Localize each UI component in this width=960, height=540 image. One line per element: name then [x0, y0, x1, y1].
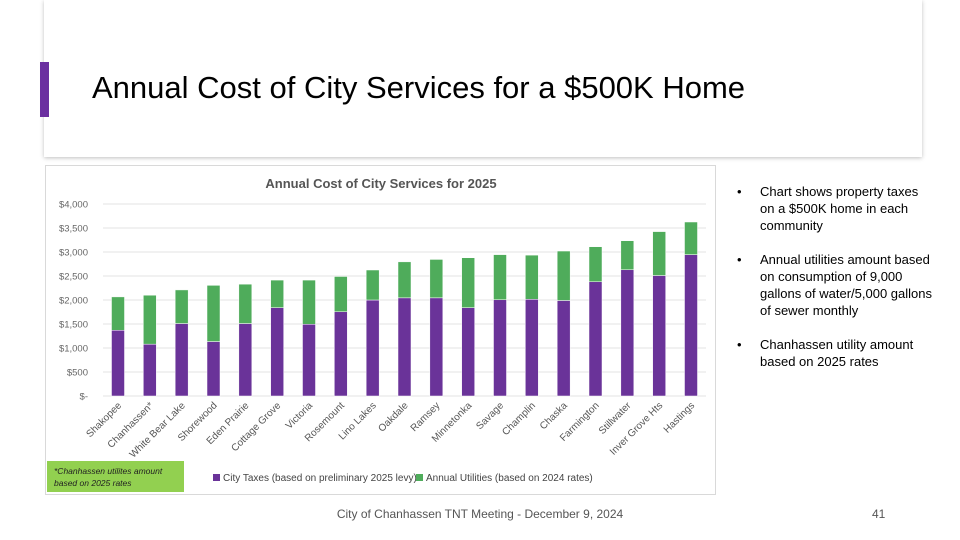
bar-city-taxes [684, 254, 698, 397]
bar-utilities [334, 276, 348, 313]
bar-utilities [684, 221, 698, 255]
title-accent-bar [40, 62, 49, 117]
bar-city-taxes [111, 329, 125, 397]
bar-utilities [429, 259, 444, 299]
y-tick-label: $- [80, 392, 88, 403]
bullet-icon: • [737, 184, 742, 199]
legend-swatch-city-taxes [213, 474, 220, 481]
bar-city-taxes [334, 311, 348, 397]
bar-city-taxes [493, 299, 507, 397]
bullet-item: • Chart shows property taxes on a $500K h… [735, 183, 935, 234]
bullet-item: • Annual utilities amount based on consum… [735, 251, 935, 319]
bar-utilities [238, 283, 253, 324]
annotation-line-2: based on 2025 rates [54, 478, 132, 488]
chart-title: Annual Cost of City Services for 2025 [265, 176, 496, 191]
bar-city-taxes [588, 281, 603, 397]
slide-title: Annual Cost of City Services for a $500K… [92, 70, 746, 105]
y-tick-label: $3,500 [59, 224, 88, 235]
x-tick-label: White Bear Lake [128, 400, 188, 460]
bar-utilities [143, 294, 157, 345]
annotation-box [47, 461, 184, 492]
y-tick-label: $3,000 [59, 248, 88, 259]
bar-utilities [397, 261, 412, 299]
bar-utilities [556, 250, 571, 301]
bar-utilities [461, 257, 475, 308]
bullet-list: • Chart shows property taxes on a $500K h… [735, 183, 935, 387]
bar-city-taxes [652, 275, 666, 397]
y-tick-label: $500 [67, 368, 88, 379]
bar-city-taxes [525, 299, 539, 397]
bar-utilities [588, 246, 603, 283]
y-tick-label: $2,000 [59, 296, 88, 307]
y-tick-label: $4,000 [59, 200, 88, 211]
chart-svg: Annual Cost of City Services for 2025 $-… [47, 176, 706, 492]
x-tick-label: Victoria [284, 400, 316, 432]
bar-city-taxes [556, 300, 571, 397]
page-number: 41 [872, 507, 886, 521]
footer-text: City of Chanhassen TNT Meeting - Decembe… [336, 507, 624, 521]
bar-city-taxes [143, 343, 157, 397]
bar-city-taxes [620, 269, 635, 397]
bar-utilities [270, 279, 284, 308]
legend-label-utilities: Annual Utilities (based on 2024 rates) [426, 473, 593, 484]
bullet-icon: • [737, 252, 742, 267]
bar-utilities [111, 296, 125, 331]
annotation-line-1: *Chanhassen utilites amount [54, 466, 163, 476]
bar-utilities [652, 231, 666, 276]
bar-city-taxes [174, 323, 189, 397]
bullet-text: Chart shows property taxes on a $500K ho… [760, 184, 919, 233]
stacked-bar-chart: Annual Cost of City Services for 2025 $-… [45, 165, 716, 495]
bar-city-taxes [461, 307, 475, 397]
bar-utilities [302, 279, 316, 325]
bar-city-taxes [365, 299, 380, 397]
bullet-icon: • [737, 337, 742, 352]
bullet-item: • Chanhassen utility amount based on 2025… [735, 336, 935, 370]
bar-utilities [174, 289, 189, 324]
title-banner [44, 0, 922, 157]
bullet-text: Annual utilities amount based on consump… [760, 252, 933, 318]
y-tick-label: $1,500 [59, 320, 88, 331]
legend-label-city-taxes: City Taxes (based on preliminary 2025 le… [223, 473, 417, 484]
bar-utilities [493, 254, 507, 301]
bar-utilities [365, 269, 380, 301]
bar-city-taxes [206, 341, 221, 397]
bar-city-taxes [302, 323, 316, 397]
bullet-text: Chanhassen utility amount based on 2025 … [760, 337, 914, 369]
x-tick-label: Champlin [500, 400, 538, 438]
bar-utilities [206, 285, 221, 342]
bar-city-taxes [429, 297, 444, 397]
y-tick-label: $1,000 [59, 344, 88, 355]
bar-utilities [620, 240, 635, 271]
bar-city-taxes [238, 323, 253, 397]
x-tick-label: Hastings [662, 400, 697, 435]
x-tick-label: Oakdale [377, 400, 411, 434]
y-tick-label: $2,500 [59, 272, 88, 283]
x-tick-label: Chaska [538, 400, 570, 432]
x-tick-label: Savage [474, 400, 506, 432]
bar-city-taxes [397, 297, 412, 397]
bar-city-taxes [270, 307, 284, 397]
legend-swatch-utilities [416, 474, 423, 481]
bar-utilities [525, 254, 539, 300]
